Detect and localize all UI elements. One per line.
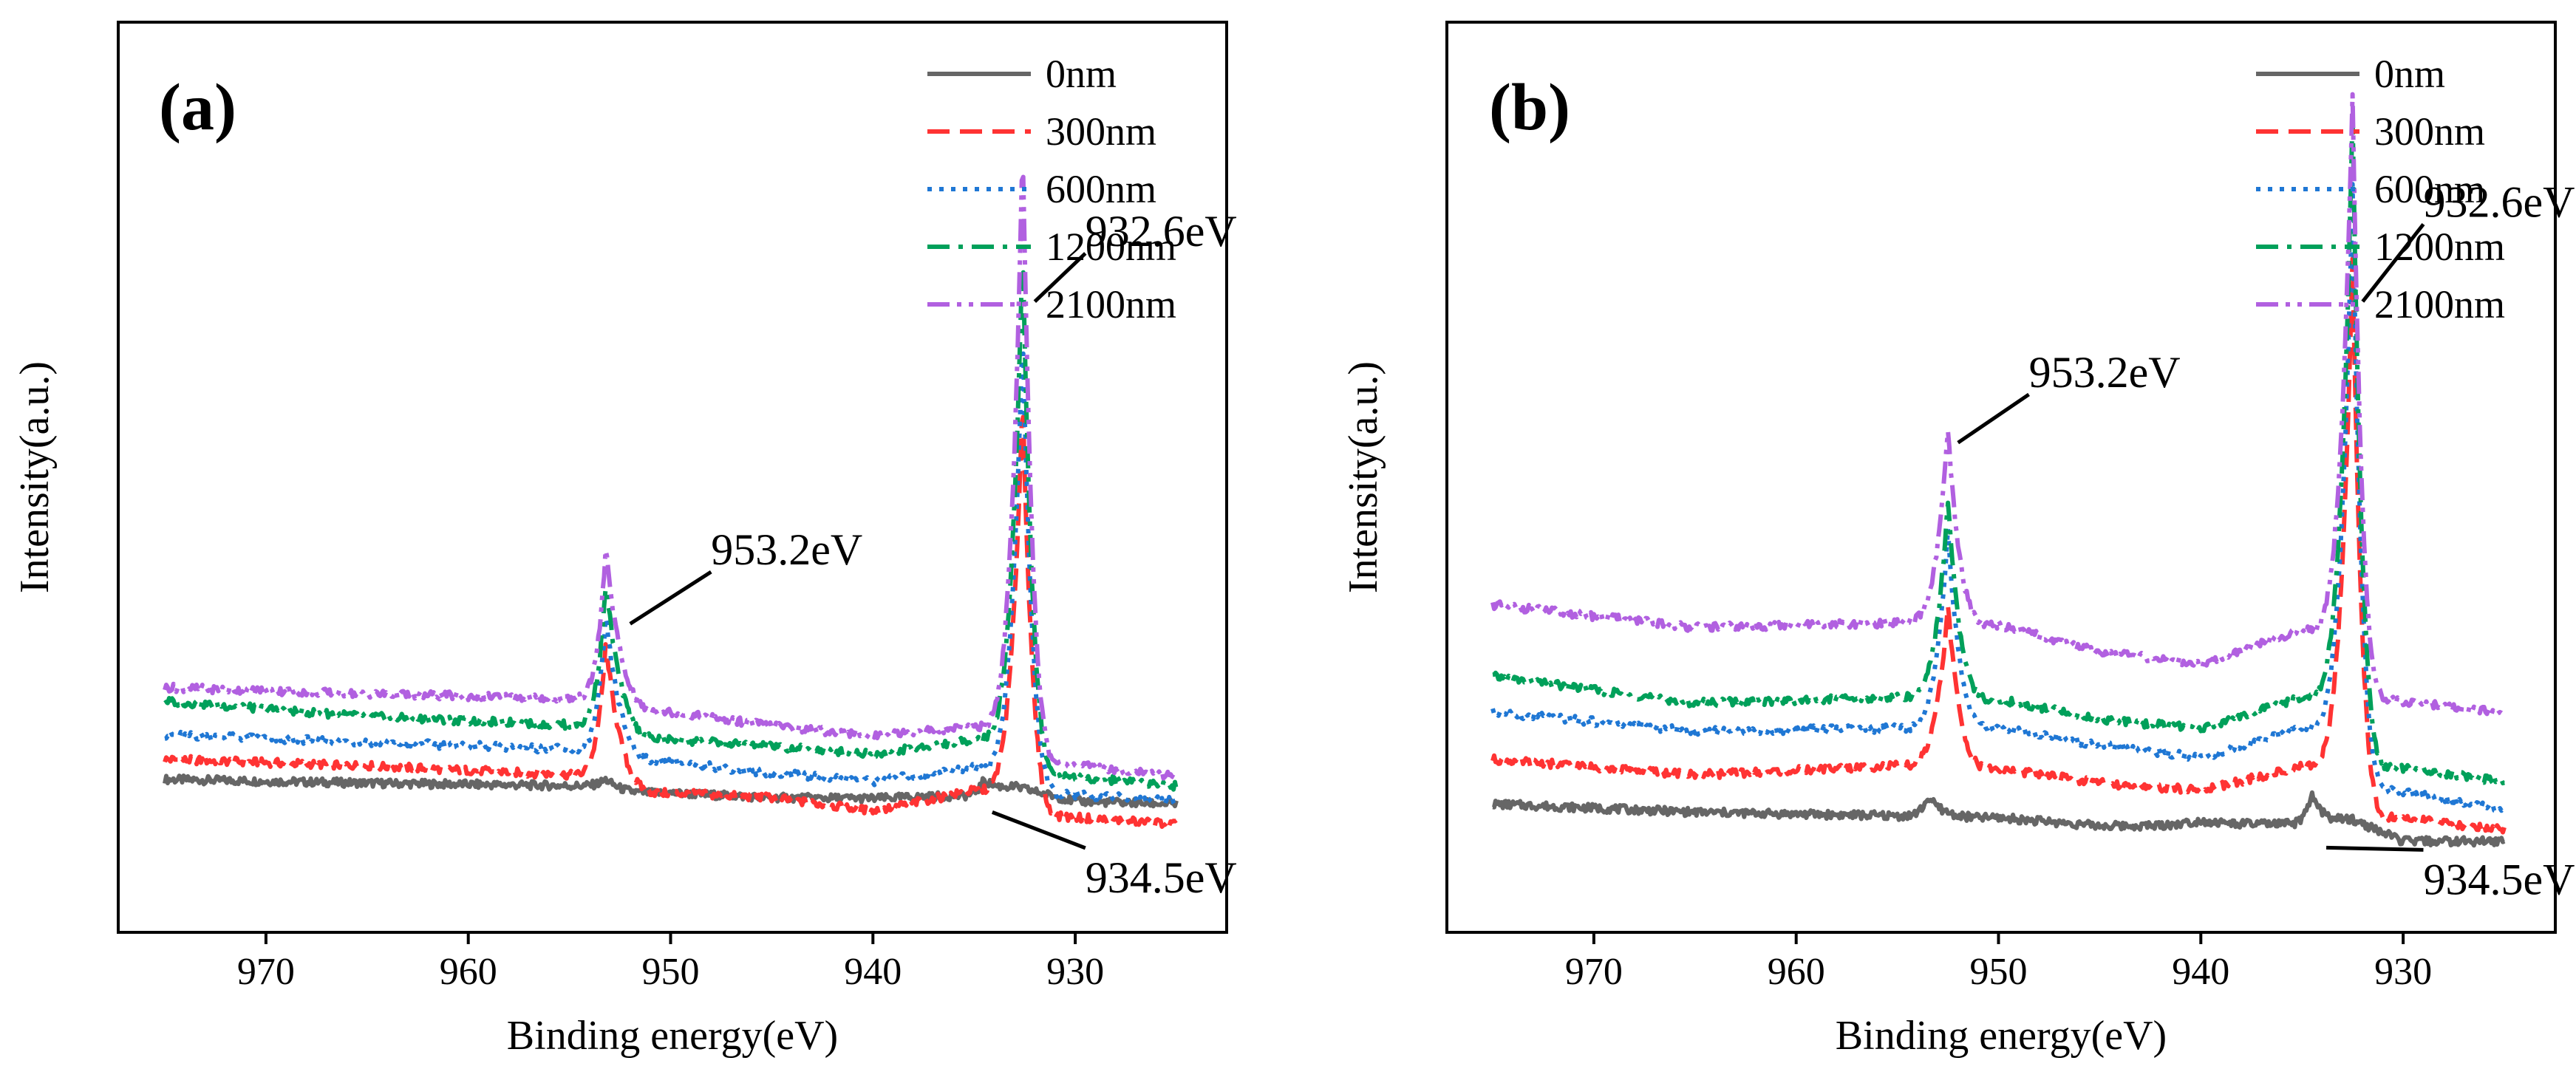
plot-frame: [117, 21, 1228, 934]
annotation-label: 932.6eV: [2423, 178, 2575, 227]
x-tick-label: 930: [2374, 951, 2432, 993]
annotation-leader: [1957, 392, 2030, 445]
annotation-label: 953.2eV: [2029, 348, 2181, 397]
annotation-label: 934.5eV: [2423, 855, 2575, 904]
legend-label: 300nm: [2374, 109, 2485, 154]
x-tick-label: 940: [2172, 951, 2229, 993]
x-tick-label: 950: [1970, 951, 2028, 993]
annotation-label: 934.5eV: [1086, 853, 1237, 902]
legend-label: 2100nm: [2374, 282, 2505, 327]
annotation-leader: [1033, 252, 1087, 304]
x-tick-label: 930: [1046, 951, 1104, 993]
series-line-1200nm: [1492, 113, 2505, 786]
series-line-300nm: [163, 414, 1178, 829]
plot-frame: [1445, 21, 2557, 934]
legend-label: 600nm: [1046, 167, 1156, 211]
annotation-leader: [629, 570, 712, 626]
series-line-600nm: [1490, 182, 2507, 814]
series-line-2100nm: [1490, 92, 2507, 717]
annotation-leader: [991, 810, 1086, 850]
series-line-0nm: [1492, 790, 2506, 848]
x-tick-label: 960: [1768, 951, 1825, 993]
legend-label: 600nm: [2374, 167, 2485, 211]
legend-label: 300nm: [1046, 109, 1156, 154]
annotation-label: 953.2eV: [711, 525, 862, 574]
series-line-300nm: [1490, 256, 2507, 835]
panel-b: 970 960 950 940 930 Binding energy(eV) Intensi…: [1340, 21, 2575, 1059]
x-tick-label: 940: [844, 951, 902, 993]
x-tick-label: 970: [1565, 951, 1623, 993]
legend-label: 2100nm: [1046, 282, 1176, 327]
annotation-label: 932.6eV: [1086, 207, 1237, 256]
panel-label: (b): [1489, 71, 1570, 144]
series-line-0nm: [163, 773, 1179, 809]
y-axis-label: Intensity(a.u.): [1340, 361, 1386, 593]
x-tick-label: 960: [440, 951, 497, 993]
x-axis-label: Binding energy(eV): [507, 1013, 838, 1059]
panel-label: (a): [159, 71, 236, 144]
panel-a: 970 960 950 940 930 Binding energy(eV) Intensi…: [12, 21, 1237, 1059]
x-axis-label: Binding energy(eV): [1836, 1013, 2167, 1059]
y-axis-label: Intensity(a.u.): [12, 361, 58, 593]
series-line-1200nm: [163, 270, 1179, 792]
annotation-leader: [2326, 845, 2424, 852]
x-tick-label: 950: [642, 951, 700, 993]
annotation-leader: [2361, 222, 2425, 303]
series-line-2100nm: [163, 174, 1179, 781]
legend-label: 0nm: [2374, 52, 2445, 96]
x-tick-label: 970: [237, 951, 295, 993]
legend-label: 1200nm: [1046, 225, 1176, 269]
legend-label: 0nm: [1046, 52, 1117, 96]
